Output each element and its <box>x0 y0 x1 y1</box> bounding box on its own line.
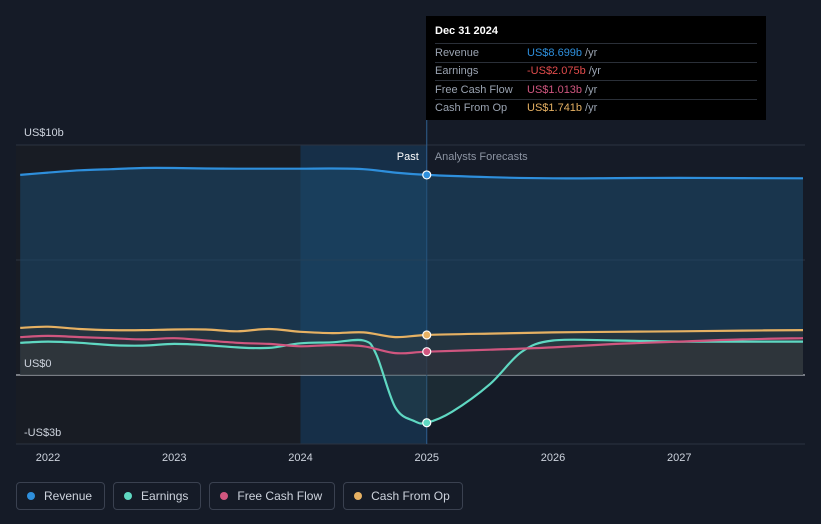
y-tick-label: -US$3b <box>24 427 61 439</box>
marker-free-cash-flow <box>422 347 432 357</box>
x-tick-label: 2022 <box>36 452 60 464</box>
tooltip-date: Dec 31 2024 <box>435 25 498 37</box>
legend-dot <box>354 492 363 500</box>
hover-tooltip: Dec 31 2024 Revenue US$8.699b /yr Earnin… <box>426 16 766 120</box>
series-line-cash-from-op <box>20 325 804 339</box>
tooltip-row-cash-from-op: Cash From Op US$1.741b /yr <box>435 98 757 118</box>
tooltip-label: Cash From Op <box>435 102 508 115</box>
tooltip-value: -US$2.075b <box>527 65 586 78</box>
legend-dot <box>27 492 35 500</box>
x-tick-label: 2026 <box>541 452 565 464</box>
y-tick-label: US$10b <box>24 127 64 139</box>
tooltip-row-revenue: Revenue US$8.699b /yr <box>435 43 757 62</box>
tooltip-row-free-cash-flow: Free Cash Flow US$1.013b /yr <box>435 80 757 99</box>
legend-label: Revenue <box>44 489 93 503</box>
tooltip-label: Free Cash Flow <box>435 83 513 96</box>
forecast-label: Analysts Forecasts <box>435 151 528 163</box>
tooltip-label: Earnings <box>435 65 479 78</box>
legend-item-earnings[interactable]: Earnings <box>113 482 202 510</box>
chart-plot: US$10b US$0 -US$3b 2022 2023 2024 2025 2026 2027… <box>16 120 805 464</box>
legend-label: Earnings <box>141 489 189 503</box>
tooltip-value: US$1.741b <box>527 102 583 115</box>
tooltip-label: Revenue <box>435 46 480 59</box>
chart-legend: Revenue Earnings Free Cash Flow Cash Fro… <box>16 482 463 510</box>
marker-earnings <box>422 418 432 428</box>
legend-item-revenue[interactable]: Revenue <box>16 482 106 510</box>
x-tick-label: 2027 <box>667 452 691 464</box>
series-line-earnings <box>20 338 803 425</box>
marker-revenue <box>422 170 432 180</box>
y-tick-label: US$0 <box>24 358 52 370</box>
tooltip-value: US$1.013b <box>527 83 583 96</box>
series-area-cash-from-op <box>20 326 803 375</box>
marker-cash-from-op <box>422 330 432 340</box>
series-area-earnings <box>20 339 803 424</box>
legend-label: Cash From Op <box>371 489 450 503</box>
legend-item-cash-from-op[interactable]: Cash From Op <box>343 482 463 510</box>
x-tick-label: 2023 <box>162 452 186 464</box>
tooltip-unit: /yr <box>585 83 598 96</box>
legend-label: Free Cash Flow <box>237 489 323 503</box>
tooltip-row-earnings: Earnings -US$2.075b /yr <box>435 61 757 81</box>
tooltip-unit: /yr <box>585 102 598 115</box>
legend-dot <box>124 492 133 500</box>
tooltip-value: US$8.699b <box>527 46 583 59</box>
x-tick-label: 2024 <box>288 452 312 464</box>
x-tick-label: 2025 <box>415 452 439 464</box>
series-line-free-cash-flow <box>20 334 804 355</box>
series-area-revenue <box>20 167 803 375</box>
past-label: Past <box>397 151 419 163</box>
tooltip-unit: /yr <box>585 46 598 59</box>
series-line-revenue <box>20 166 804 180</box>
legend-item-free-cash-flow[interactable]: Free Cash Flow <box>209 482 336 510</box>
tooltip-unit: /yr <box>588 65 601 78</box>
legend-dot <box>220 492 229 500</box>
